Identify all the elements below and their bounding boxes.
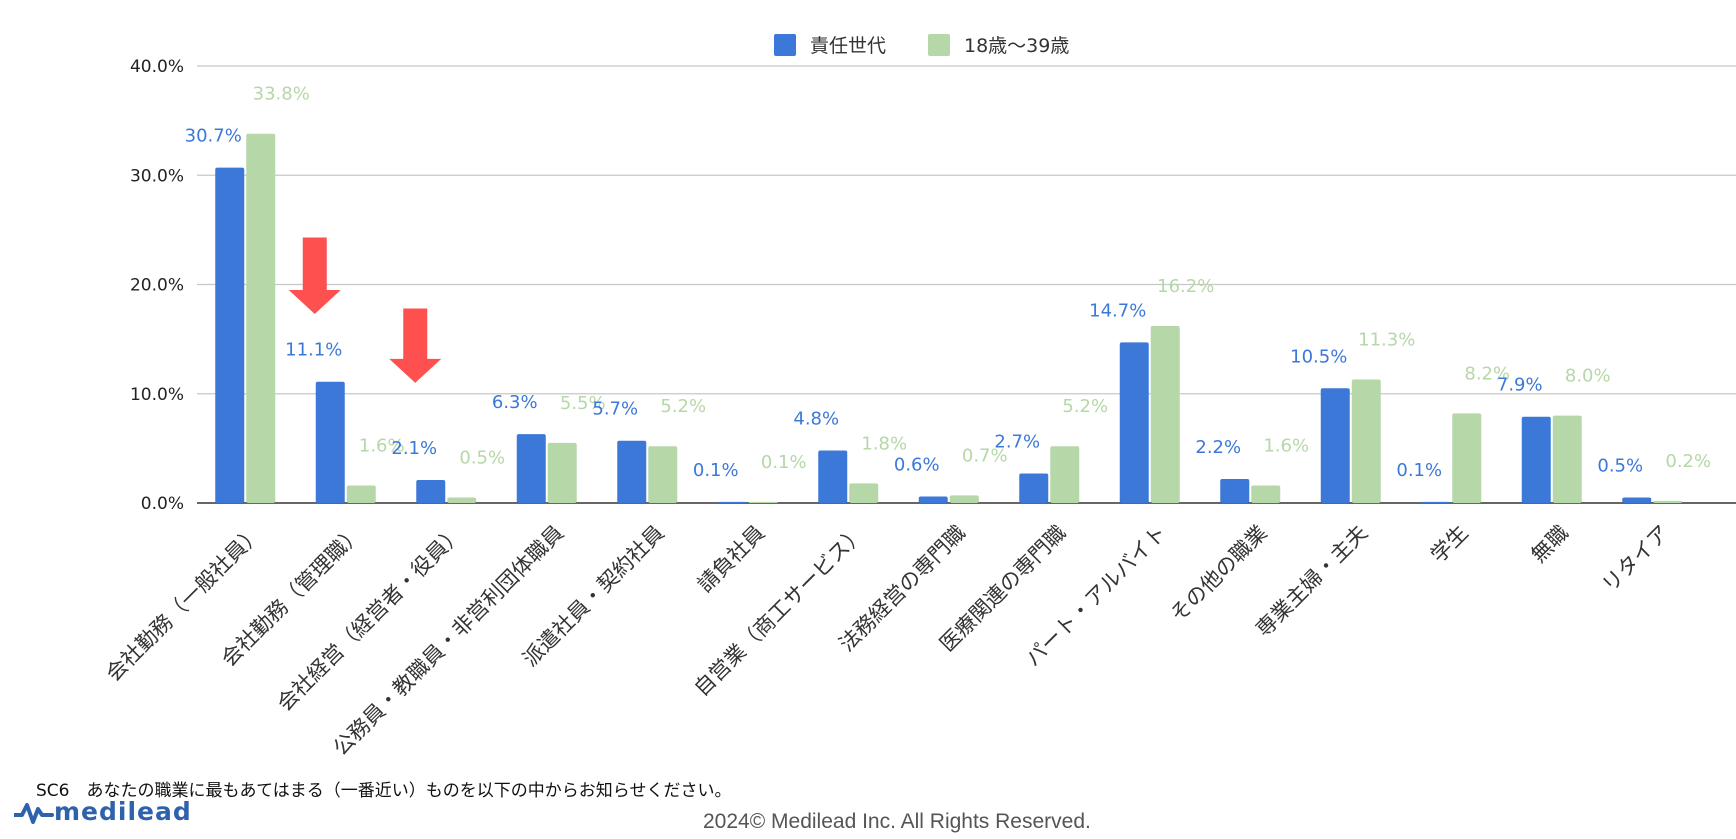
logo-mark-icon xyxy=(14,803,54,824)
data-label: 7.9% xyxy=(1497,375,1543,396)
legend-swatch-series1 xyxy=(774,34,796,56)
bar-series2 xyxy=(1150,326,1180,503)
bars xyxy=(215,133,1683,504)
data-label: 30.7% xyxy=(185,126,242,147)
logo-text: medilead xyxy=(54,796,192,826)
data-label: 0.2% xyxy=(1665,451,1711,472)
data-label: 2.7% xyxy=(994,432,1040,453)
data-label: 2.1% xyxy=(391,438,437,459)
bar-series1 xyxy=(1019,473,1049,503)
data-label: 4.8% xyxy=(793,409,839,430)
bar-series2 xyxy=(1653,500,1683,503)
data-label: 11.1% xyxy=(285,340,342,361)
category-label: 無職 xyxy=(1527,521,1574,568)
bar-series2 xyxy=(1351,379,1381,503)
bar-series1 xyxy=(1220,478,1250,503)
y-tick-label: 10.0% xyxy=(130,385,184,405)
category-label: 請負社員 xyxy=(693,521,769,597)
bar-series1 xyxy=(1622,497,1652,503)
bar-series1 xyxy=(516,434,546,503)
data-label: 1.8% xyxy=(861,433,907,454)
category-label: その他の職業 xyxy=(1166,521,1272,627)
bar-series2 xyxy=(346,485,376,503)
bar-series1 xyxy=(1421,501,1451,503)
data-label: 11.3% xyxy=(1358,330,1415,351)
bar-series1 xyxy=(717,501,747,503)
bar-series2 xyxy=(949,495,979,503)
category-label: リタイア xyxy=(1597,521,1673,597)
bar-series2 xyxy=(246,133,276,504)
bar-series2 xyxy=(547,442,577,503)
down-arrow-icon xyxy=(288,237,341,314)
data-label: 33.8% xyxy=(253,84,310,105)
medilead-logo: medilead xyxy=(14,798,192,824)
legend-swatch-series2 xyxy=(928,34,950,56)
bar-series2 xyxy=(849,483,879,503)
survey-question: SC6 あなたの職業に最もあてはまる（一番近い）ものを以下の中からお知らせくださ… xyxy=(36,781,732,801)
legend-label: 責任世代 xyxy=(810,35,886,57)
data-label: 14.7% xyxy=(1089,300,1146,321)
bar-series2 xyxy=(1552,415,1582,503)
y-tick-label: 40.0% xyxy=(130,57,184,77)
data-label: 5.2% xyxy=(1062,396,1108,417)
bar-series1 xyxy=(315,381,345,503)
bar-series2 xyxy=(648,446,678,503)
bar-series1 xyxy=(818,450,848,503)
y-tick-label: 30.0% xyxy=(130,166,184,186)
data-label: 5.2% xyxy=(660,396,706,417)
data-label: 5.7% xyxy=(592,399,638,420)
data-label: 0.5% xyxy=(459,448,505,469)
bar-series1 xyxy=(617,440,647,503)
bar-series2 xyxy=(447,497,477,503)
bar-series1 xyxy=(215,167,245,504)
y-tick-label: 20.0% xyxy=(130,276,184,296)
data-label: 8.2% xyxy=(1464,363,1510,384)
bar-chart: 0.0% 10.0% 20.0% 30.0% 40.0% 30.7% 33.8% 11.1%… xyxy=(101,34,1736,761)
category-label: 会社経営（経営者・役員） xyxy=(273,521,468,716)
data-label: 5.5% xyxy=(560,393,606,414)
bar-series1 xyxy=(1119,342,1149,503)
down-arrow-icon xyxy=(389,308,442,383)
data-label: 1.6% xyxy=(359,436,405,457)
data-label: 0.5% xyxy=(1597,456,1643,477)
data-label: 16.2% xyxy=(1157,276,1214,297)
bar-series1 xyxy=(416,480,446,503)
bar-series2 xyxy=(748,501,778,503)
data-label: 2.2% xyxy=(1195,437,1241,458)
bar-series2 xyxy=(1050,446,1080,503)
bar-series1 xyxy=(1521,416,1551,503)
data-label: 0.1% xyxy=(1396,460,1442,481)
legend: 責任世代 18歳〜39歳 xyxy=(774,34,1069,57)
y-axis-ticks: 0.0% 10.0% 20.0% 30.0% 40.0% xyxy=(130,57,184,514)
data-label: 1.6% xyxy=(1263,436,1309,457)
bar-series1 xyxy=(918,496,948,503)
y-tick-label: 0.0% xyxy=(141,494,184,514)
category-label: 学生 xyxy=(1426,521,1473,568)
copyright: 2024© Medilead Inc. All Rights Reserved. xyxy=(703,810,1091,833)
data-label: 10.5% xyxy=(1290,346,1347,367)
data-label: 0.1% xyxy=(761,452,807,473)
arrow-annotations xyxy=(288,237,442,383)
data-label: 0.6% xyxy=(894,454,940,475)
bar-series1 xyxy=(1320,388,1350,503)
data-label: 6.3% xyxy=(492,392,538,413)
data-labels: 30.7%33.8%11.1%1.6%2.1% 0.5%6.3% 5.5%5.7% 5… xyxy=(185,84,1711,481)
bar-series2 xyxy=(1452,413,1482,503)
data-label: 8.0% xyxy=(1565,366,1611,387)
bar-series2 xyxy=(1251,485,1281,503)
data-label: 0.7% xyxy=(962,445,1008,466)
category-label: 自営業（商工サービス） xyxy=(689,521,869,701)
category-labels: 会社勤務（一般社員）会社勤務（管理職）会社経営（経営者・役員）公務員・教職員・非… xyxy=(101,521,1673,761)
legend-label: 18歳〜39歳 xyxy=(964,35,1069,57)
data-label: 0.1% xyxy=(693,460,739,481)
